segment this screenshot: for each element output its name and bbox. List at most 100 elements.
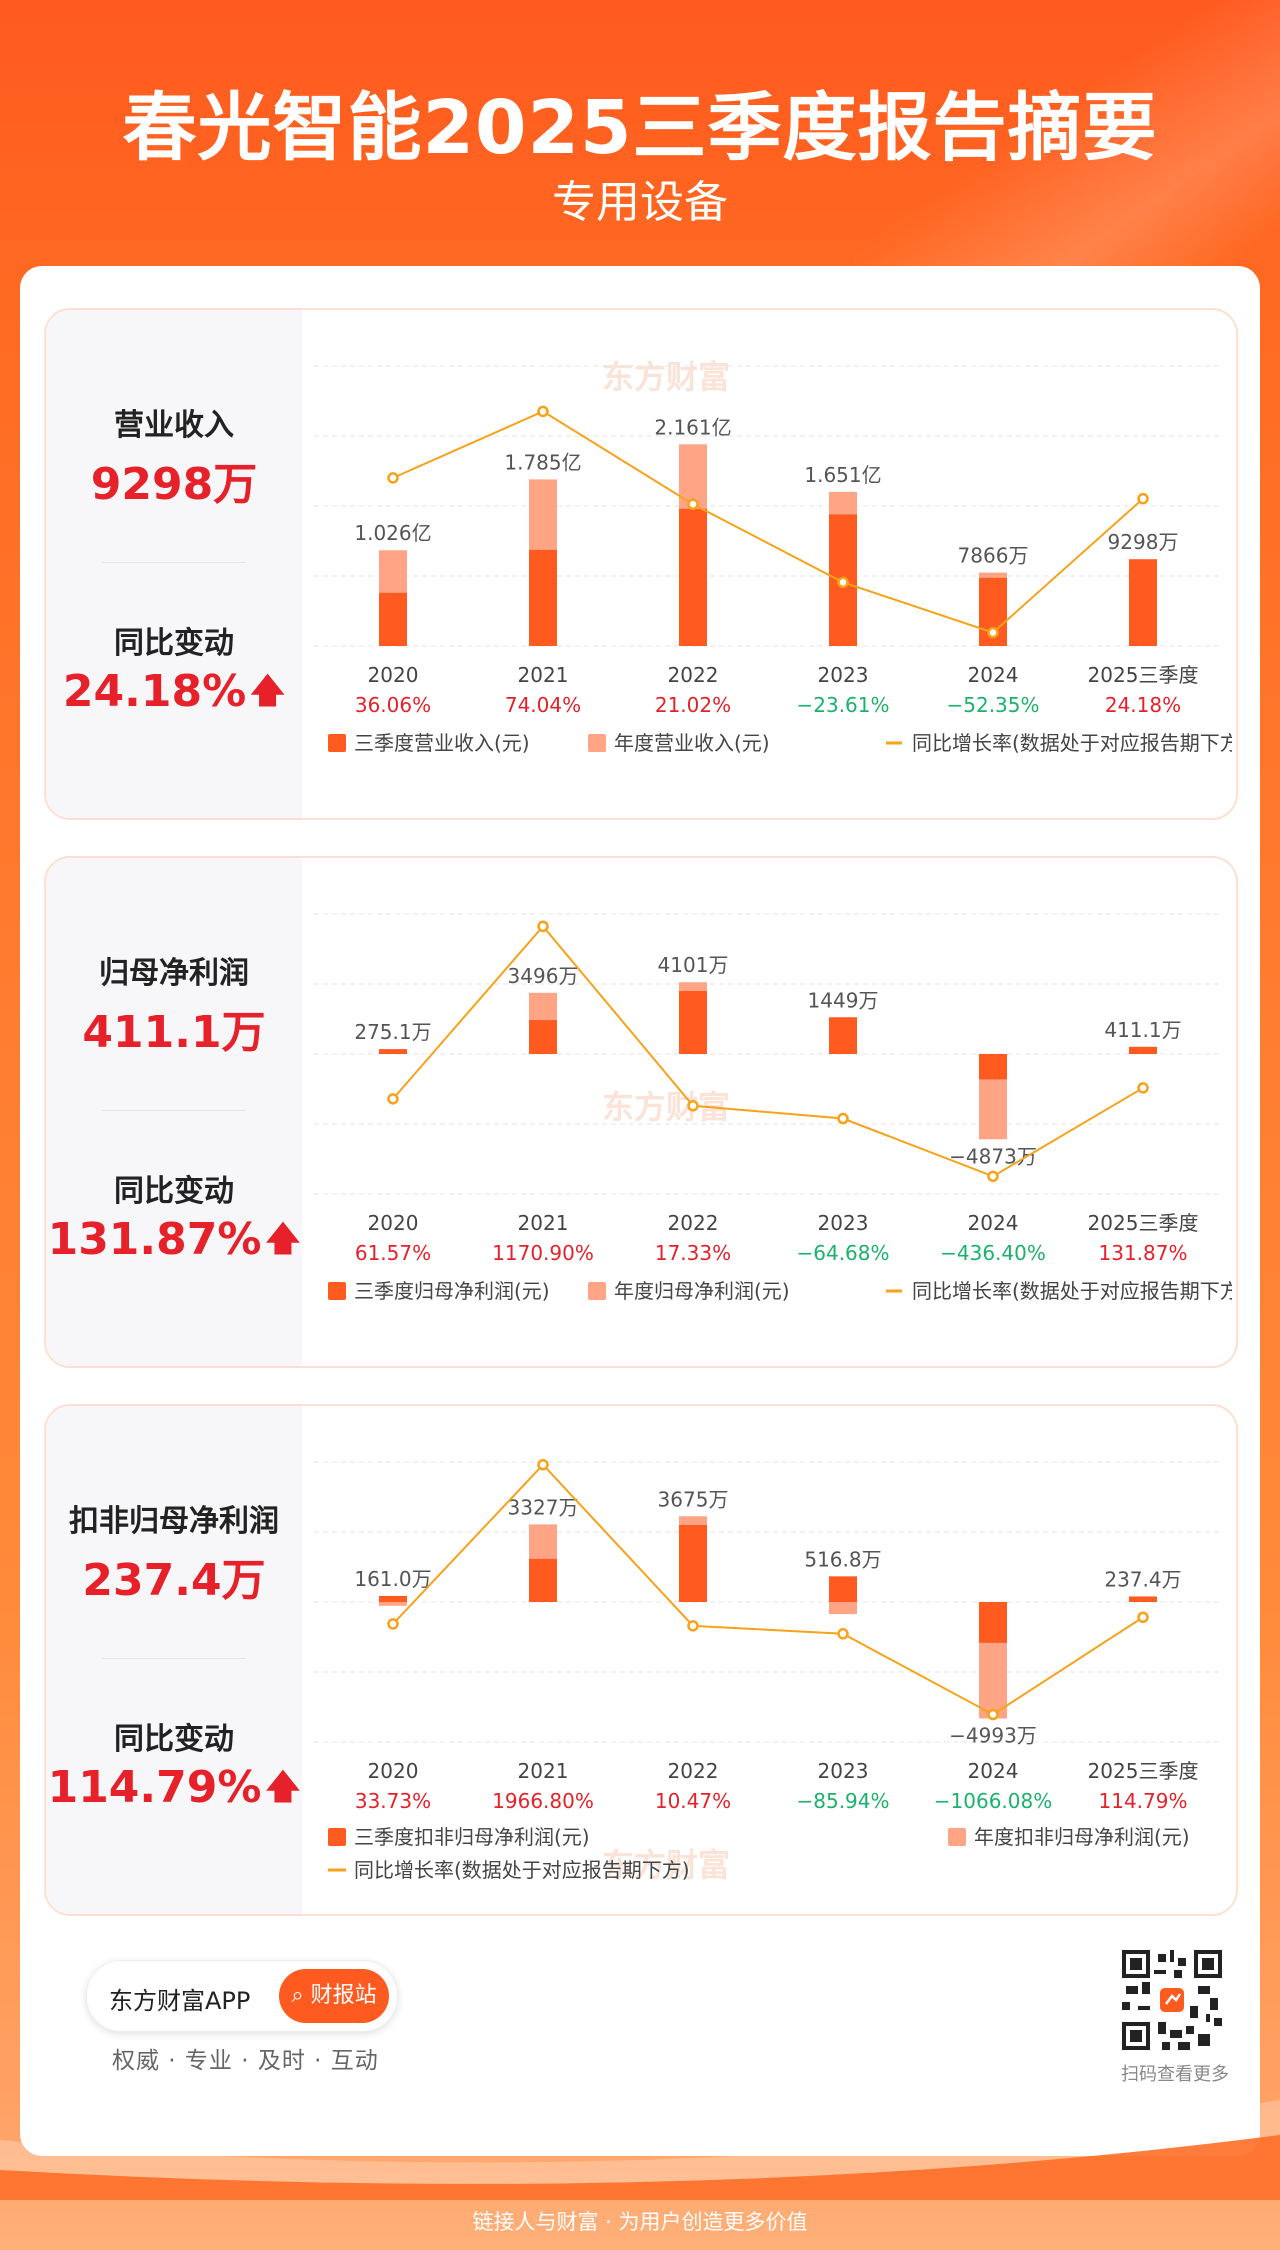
up-arrow-icon: 🡅 (265, 1219, 301, 1259)
revenue-change-value: 24.18% (62, 666, 247, 717)
deducted-profit-change-value: 114.79% (47, 1762, 262, 1813)
growth-point (387, 1618, 399, 1630)
x-tick-label: 2023 (818, 1759, 869, 1783)
q3-bar (379, 592, 407, 646)
legend-q3-swatch (328, 1282, 346, 1300)
growth-rate-label: −1066.08% (934, 1789, 1052, 1813)
net-profit-chart: 东方财富275.1万202061.57%3496万20211170.90%410… (314, 913, 1232, 1303)
watermark: 东方财富 (602, 358, 730, 396)
bar-value-label: 411.1万 (1104, 1018, 1181, 1042)
divider (102, 1110, 246, 1111)
growth-rate-label: −436.40% (940, 1241, 1046, 1265)
app-search-pill[interactable]: 东方财富APP ⌕ 财报站 (86, 1960, 398, 2032)
growth-rate-label: 33.73% (355, 1789, 431, 1813)
q3-bar (829, 1017, 857, 1054)
bar-value-label: 161.0万 (354, 1567, 431, 1591)
x-tick-label: 2022 (668, 1759, 719, 1783)
growth-point (687, 1620, 699, 1632)
growth-rate-label: 114.79% (1099, 1789, 1188, 1813)
legend-q3-swatch (328, 734, 346, 752)
bottom-slogan: 链接人与财富 · 为用户创造更多价值 (472, 2210, 808, 2234)
growth-point (987, 1170, 999, 1183)
revenue-chart: 东方财富 1.026亿 2020 36.06% 1.785亿 2021 74.04% 2.16… (314, 358, 1232, 755)
q3-bar (679, 991, 707, 1054)
legend-annual-label: 年度营业收入(元) (614, 731, 770, 755)
growth-rate-label: −64.68% (796, 1241, 889, 1265)
x-tick-label: 2022 (668, 1211, 719, 1235)
deducted-profit-chart: 东方财富 161.0万 2020 33.73% 3327万 2021 1966.80% 367… (314, 1458, 1222, 1884)
search-icon: ⌕ (291, 1983, 304, 2008)
app-name: 东方财富APP (109, 1987, 251, 2015)
up-arrow-icon: 🡅 (250, 671, 286, 711)
x-tick-label: 2025三季度 (1088, 1759, 1199, 1783)
x-tick-label: 2023 (818, 663, 869, 687)
report-station-button[interactable]: ⌕ 财报站 (279, 1969, 389, 2023)
growth-point (837, 576, 849, 589)
growth-point (537, 1458, 549, 1471)
bar-value-label: 1.026亿 (354, 521, 431, 545)
bar-value-label: 9298万 (1108, 530, 1179, 554)
x-tick-label: 2024 (968, 1759, 1019, 1783)
growth-rate-label: 1170.90% (492, 1241, 594, 1265)
legend-q3-label: 三季度营业收入(元) (354, 731, 530, 755)
report-station-label: 财报站 (310, 1983, 377, 2008)
growth-point (987, 1708, 999, 1721)
bar-value-label: 3496万 (508, 964, 579, 988)
revenue-panel: 营业收入 9298万 同比变动 24.18% 🡅 东方财富 1.026亿 2020 36… (44, 308, 1238, 820)
growth-point (837, 1628, 849, 1640)
net-profit-panel: 归母净利润 411.1万 同比变动 131.87% 🡅 东方财富 275.1万 202… (44, 856, 1238, 1368)
bar-value-label: 275.1万 (354, 1020, 431, 1044)
slogan: 权威 · 专业 · 及时 · 互动 (112, 2048, 379, 2074)
growth-point (1137, 1082, 1149, 1094)
bar-value-label: 1.651亿 (804, 463, 881, 487)
net-profit-summary: 归母净利润 411.1万 同比变动 131.87% 🡅 (46, 858, 302, 1366)
growth-rate-label: 10.47% (655, 1789, 731, 1813)
x-tick-label: 2024 (968, 663, 1019, 687)
growth-rate-label: −85.94% (796, 1789, 889, 1813)
x-tick-label: 2020 (368, 1211, 419, 1235)
growth-point (987, 626, 999, 639)
growth-point (687, 1099, 699, 1112)
bar-value-label: 4101万 (658, 953, 729, 977)
legend-annual-label: 年度扣非归母净利润(元) (974, 1825, 1190, 1849)
growth-rate-label: 24.18% (1105, 693, 1181, 717)
revenue-summary: 营业收入 9298万 同比变动 24.18% 🡅 (46, 310, 302, 818)
bar-value-label: 7866万 (958, 544, 1029, 568)
q3-bar (1129, 1046, 1157, 1054)
x-tick-label: 2023 (818, 1211, 869, 1235)
q3-bar (379, 1049, 407, 1054)
x-tick-label: 2025三季度 (1088, 663, 1199, 687)
q3-bar (829, 1576, 857, 1602)
legend-growth-label: 同比增长率(数据处于对应报告期下方) (354, 1858, 690, 1882)
q3-bar (1129, 1596, 1157, 1602)
growth-rate-label: 131.87% (1099, 1241, 1188, 1265)
x-tick-label: 2020 (368, 1759, 419, 1783)
page-subtitle: 专用设备 (552, 177, 728, 228)
growth-rate-label: −23.61% (796, 693, 889, 717)
growth-point (1137, 492, 1149, 505)
page-title: 春光智能2025三季度报告摘要 (122, 85, 1158, 171)
up-arrow-icon: 🡅 (265, 1767, 301, 1807)
q3-bar (979, 1602, 1007, 1643)
net-profit-label: 归母净利润 (99, 956, 249, 991)
net-profit-value: 411.1万 (82, 1007, 266, 1058)
qr-code-icon[interactable] (1122, 1950, 1222, 2050)
legend-growth-label: 同比增长率(数据处于对应报告期下方) (912, 731, 1232, 755)
net-profit-change-value: 131.87% (47, 1214, 262, 1265)
growth-point (837, 1112, 849, 1125)
q3-bar (679, 508, 707, 646)
bottom-wave (0, 2100, 1280, 2200)
growth-point (387, 472, 399, 484)
x-tick-label: 2022 (668, 663, 719, 687)
legend-annual-swatch (948, 1828, 966, 1846)
annual-bar (829, 1602, 857, 1615)
revenue-value: 9298万 (90, 459, 258, 510)
deducted-profit-change-label: 同比变动 (114, 1722, 234, 1757)
bar-value-label: 3675万 (658, 1487, 729, 1511)
divider (102, 1658, 246, 1659)
growth-point (1137, 1611, 1149, 1624)
deducted-profit-value: 237.4万 (82, 1555, 266, 1606)
deducted-profit-summary: 扣非归母净利润 237.4万 同比变动 114.79% 🡅 (46, 1406, 302, 1914)
bar-value-label: 3327万 (508, 1495, 579, 1519)
x-tick-label: 2024 (968, 1211, 1019, 1235)
